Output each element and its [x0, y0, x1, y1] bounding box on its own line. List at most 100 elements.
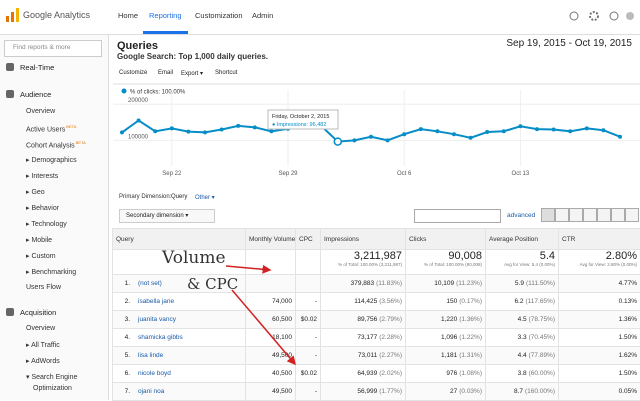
table-cell: 10,109(11.23%) [406, 275, 486, 293]
toolbar-item[interactable]: Customize [119, 70, 147, 76]
sidebar-label: ▸ All Traffic [26, 342, 60, 349]
badge: BETA [76, 140, 86, 145]
search-box[interactable]: Find reports & more [4, 40, 102, 57]
sidebar-item[interactable]: Overview [26, 325, 55, 332]
totals-cell: 3,211,987% of Total: 100.00% (3,211,987) [321, 250, 406, 275]
cell-text: (0.03%) [459, 388, 482, 395]
row-number: 7. [116, 388, 130, 395]
sidebar-label: Acquisition [20, 308, 56, 317]
table-cell: 2.isabella jane [113, 293, 246, 311]
table-row: 1.(not set)379,883(11.83%)10,109(11.23%)… [113, 275, 640, 293]
sidebar-label: ▸ Custom [26, 253, 56, 260]
row-number: 1. [116, 280, 130, 287]
sidebar-item[interactable]: ▾ Search Engine [26, 373, 77, 381]
table-cell: 18,100 [246, 329, 296, 347]
cell-text: 49,500 [272, 388, 292, 395]
query[interactable]: lisa linde [138, 352, 163, 359]
cell-text: 73,177 [357, 334, 377, 341]
cell-text: (1.08%) [459, 370, 482, 377]
table-cell: 4.77% [559, 275, 640, 293]
sidebar-item[interactable]: ▸ AdWords [26, 357, 60, 365]
secondary-dropdown[interactable]: Secondary dimension ▾ [119, 209, 215, 223]
cell-text: 4.4 [518, 352, 527, 359]
cell-text: (3.56%) [379, 298, 402, 305]
sidebar-label: Optimization [33, 385, 72, 392]
table-cell: 4.5(78.75%) [486, 311, 559, 329]
column-header[interactable]: Query [113, 229, 246, 250]
sidebar-label: ▸ Mobile [26, 237, 52, 244]
query[interactable]: nicole boyd [138, 370, 171, 377]
table-cell: 1,181(1.31%) [406, 347, 486, 365]
column-header[interactable]: CTR [559, 229, 640, 250]
column-header[interactable]: CPC [296, 229, 321, 250]
sidebar-item[interactable]: ▸ All Traffic [26, 341, 60, 349]
cell-text: - [315, 352, 317, 359]
sidebar: Find reports & more Real-Time Audience Ove… [0, 35, 109, 400]
sidebar-item[interactable]: Users Flow [26, 284, 61, 291]
sidebar-item[interactable]: ▸ Geo [26, 188, 45, 196]
row-number: 6. [116, 370, 130, 377]
cell-text: (111.50%) [526, 280, 555, 287]
table-search[interactable] [414, 209, 501, 223]
sidebar-item[interactable]: Overview [26, 108, 55, 115]
sidebar-item[interactable]: ▸ Demographics [26, 156, 77, 164]
nav-item[interactable]: Reporting [149, 11, 182, 20]
toolbar-item[interactable]: Export ▾ [181, 70, 203, 77]
sidebar-item[interactable]: Acquisition [20, 308, 56, 317]
nav-item[interactable]: Customization [195, 11, 243, 20]
sidebar-item[interactable]: ▸ Interests [26, 172, 58, 180]
table-cell: 73,011(2.27%) [321, 347, 406, 365]
sidebar-item[interactable]: ▸ Mobile [26, 236, 52, 244]
toolbar-item[interactable]: Shortcut [215, 70, 237, 76]
table-cell: 1.50% [559, 329, 640, 347]
sidebar-item[interactable]: ▸ Benchmarking [26, 268, 76, 276]
date-range[interactable]: Sep 19, 2015 - Oct 19, 2015 [506, 38, 632, 49]
cell-text: 27 [450, 388, 457, 395]
table-cell: - [296, 383, 321, 401]
table-cell: 5.lisa linde [113, 347, 246, 365]
query[interactable]: juanita vancy [138, 316, 176, 323]
cell-text: - [315, 334, 317, 341]
sidebar-item[interactable]: Optimization [33, 385, 72, 392]
cell-text: (1.31%) [459, 352, 482, 359]
cell-text: 60,500 [272, 316, 292, 323]
column-header[interactable]: Monthly Volume [246, 229, 296, 250]
advanced-link[interactable]: advanced [507, 212, 535, 219]
query[interactable]: ojani noa [138, 388, 164, 395]
cell-text: 1.62% [619, 352, 637, 359]
table-cell: 0.05% [559, 383, 640, 401]
top-icons[interactable] [568, 9, 638, 25]
column-header[interactable]: Average Position [486, 229, 559, 250]
total-sub: Avg for View: 5.4 (0.00%) [489, 262, 555, 267]
cell-text: (1.77%) [379, 388, 402, 395]
table-cell: 8.7(160.00%) [486, 383, 559, 401]
sidebar-item[interactable]: Cohort AnalysisBETA [26, 140, 86, 149]
nav-item[interactable]: Home [118, 11, 138, 20]
sidebar-item[interactable]: Audience [20, 90, 51, 99]
nav-item[interactable]: Admin [252, 11, 273, 20]
table-cell: 5.9(111.50%) [486, 275, 559, 293]
query[interactable]: isabella jane [138, 298, 174, 305]
sidebar-item[interactable]: Real-Time [20, 63, 54, 72]
sidebar-label: Users Flow [26, 284, 61, 291]
table-cell: $0.02 [296, 365, 321, 383]
cell-text: (11.23%) [456, 280, 482, 287]
sidebar-item[interactable]: Active UsersBETA [26, 124, 76, 133]
cell-text: 6.2 [514, 298, 523, 305]
toolbar-item[interactable]: Email [158, 70, 173, 76]
badge: BETA [66, 124, 76, 129]
sidebar-item[interactable]: ▸ Custom [26, 252, 56, 260]
sidebar-item[interactable]: ▸ Technology [26, 220, 67, 228]
sidebar-item[interactable]: ▸ Behavior [26, 204, 59, 212]
column-header[interactable]: Impressions [321, 229, 406, 250]
query[interactable]: shamicka gibbs [138, 334, 183, 341]
column-header[interactable]: Clicks [406, 229, 486, 250]
view-icons[interactable] [541, 207, 639, 223]
query[interactable]: (not set) [138, 280, 162, 287]
cell-text: 379,883 [351, 280, 375, 287]
other-dimension[interactable]: Other ▾ [195, 194, 215, 201]
table-cell: 3.8(60.00%) [486, 365, 559, 383]
cell-text: - [315, 298, 317, 305]
